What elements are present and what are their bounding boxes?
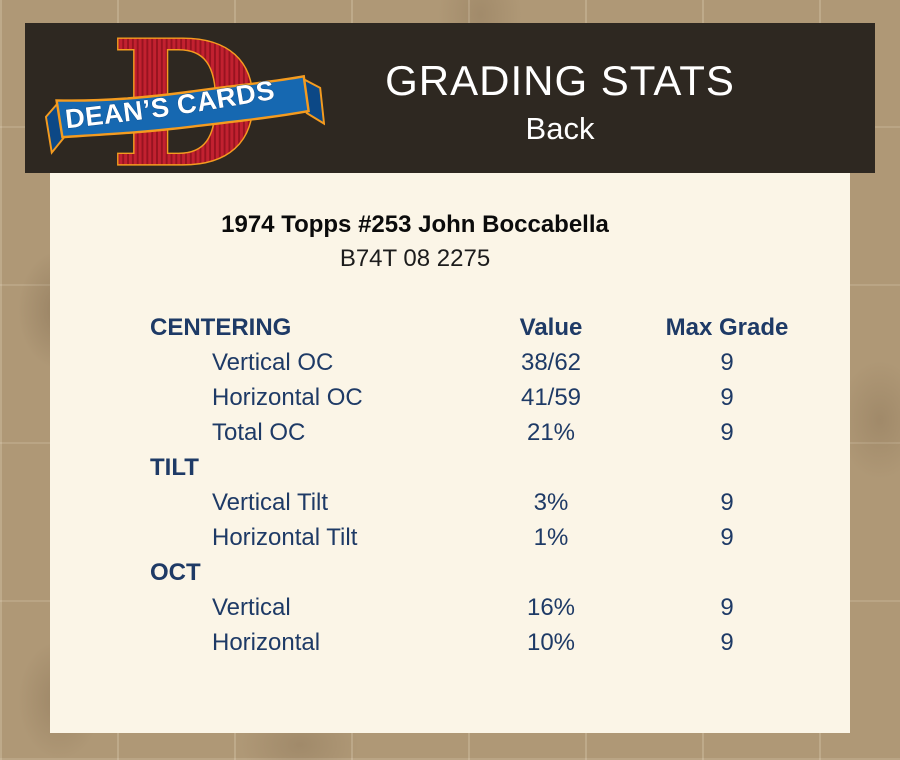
row-label: Vertical OC — [212, 348, 334, 376]
row-label: Horizontal OC — [212, 383, 363, 411]
row-max-grade: 9 — [720, 523, 734, 551]
table-row: Horizontal Tilt 1% 9 — [150, 520, 850, 555]
column-header-max-grade: Max Grade — [665, 313, 789, 341]
row-max-grade: 9 — [720, 348, 734, 376]
row-label: Total OC — [212, 418, 306, 446]
section-header-centering: CENTERING — [150, 313, 292, 341]
page-title: GRADING STATS — [385, 57, 735, 104]
section-row: TILT — [150, 450, 850, 485]
card-title: 1974 Topps #253 John Boccabella — [221, 211, 609, 238]
column-header-value: Value — [519, 313, 583, 341]
row-value: 41/59 — [520, 383, 582, 411]
section-header-tilt: TILT — [150, 453, 199, 481]
row-max-grade: 9 — [720, 488, 734, 516]
row-label: Horizontal Tilt — [212, 523, 358, 551]
section-row: OCT — [150, 555, 850, 590]
row-max-grade: 9 — [720, 593, 734, 621]
table-row: Vertical OC 38/62 9 — [150, 345, 850, 380]
grading-stats-table: CENTERING Value Max Grade Vertical OC 38… — [150, 310, 850, 660]
row-value: 21% — [526, 418, 576, 446]
row-max-grade: 9 — [720, 628, 734, 656]
table-row: Horizontal 10% 9 — [150, 625, 850, 660]
table-row: Total OC 21% 9 — [150, 415, 850, 450]
row-value: 16% — [526, 593, 576, 621]
row-value: 1% — [533, 523, 569, 551]
row-label: Horizontal — [212, 628, 321, 656]
row-value: 38/62 — [520, 348, 582, 376]
deans-cards-logo-svg: D DEAN’S CARDS — [44, 2, 326, 207]
table-row: Vertical 16% 9 — [150, 590, 850, 625]
table-row: Vertical Tilt 3% 9 — [150, 485, 850, 520]
row-max-grade: 9 — [720, 383, 734, 411]
table-header-row: CENTERING Value Max Grade — [150, 310, 850, 345]
header-bar: D DEAN’S CARDS GRADING STATS Back — [25, 2, 875, 207]
deans-cards-logo: D DEAN’S CARDS — [44, 2, 326, 207]
row-value: 10% — [526, 628, 576, 656]
logo-ribbon — [55, 74, 310, 139]
row-max-grade: 9 — [720, 418, 734, 446]
row-label: Vertical — [212, 593, 291, 621]
row-label: Vertical Tilt — [212, 488, 329, 516]
stats-panel: 1974 Topps #253 John Boccabella B74T 08 … — [50, 173, 850, 733]
header-text-block: GRADING STATS Back — [285, 57, 835, 149]
section-header-oct: OCT — [150, 558, 201, 586]
card-side-label: Back — [525, 111, 595, 146]
card-serial-number: B74T 08 2275 — [339, 245, 491, 272]
table-row: Horizontal OC 41/59 9 — [150, 380, 850, 415]
row-value: 3% — [533, 488, 569, 516]
